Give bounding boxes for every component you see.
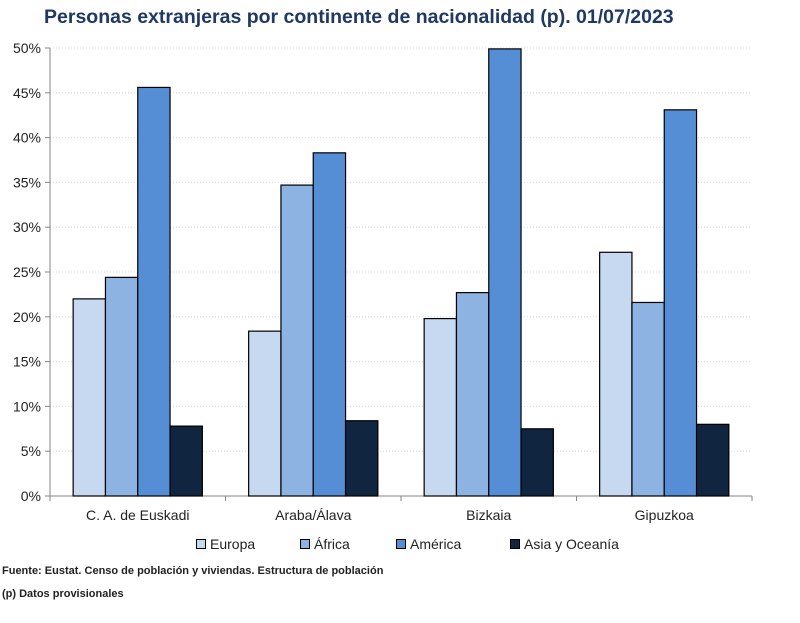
legend-swatch <box>300 539 310 549</box>
legend-item: Europa <box>196 536 255 552</box>
y-tick-label: 10% <box>13 398 41 414</box>
bar <box>599 251 633 497</box>
chart-title: Personas extranjeras por continente de n… <box>44 6 674 28</box>
y-tick-label: 15% <box>13 354 41 370</box>
bar <box>423 317 458 497</box>
provisional-note: (p) Datos provisionales <box>2 588 124 600</box>
y-tick-label: 20% <box>13 309 41 325</box>
y-tick-label: 0% <box>21 488 41 504</box>
bar <box>169 425 203 497</box>
legend-swatch <box>396 539 406 549</box>
x-tick-label: C. A. de Euskadi <box>86 507 190 523</box>
bar <box>248 330 282 497</box>
legend-label: África <box>314 536 350 552</box>
legend-label: América <box>410 536 462 552</box>
legend-swatch <box>510 539 520 549</box>
bar <box>137 86 171 497</box>
y-tick-label: 45% <box>13 85 41 101</box>
y-tick-label: 25% <box>13 264 41 280</box>
x-tick-label: Araba/Álava <box>275 507 351 523</box>
legend-swatch <box>196 539 206 549</box>
bar <box>344 420 379 497</box>
bar <box>695 423 730 497</box>
y-tick-label: 30% <box>13 219 41 235</box>
bar <box>280 184 314 497</box>
y-tick-label: 50% <box>13 40 41 56</box>
bar <box>488 48 522 497</box>
bar <box>520 428 554 497</box>
legend-label: Asia y Oceanía <box>524 536 619 552</box>
legend-item: África <box>300 536 350 552</box>
bar <box>104 276 139 497</box>
chart-legend: Europa África América Asia y Oceanía <box>0 536 800 554</box>
y-tick-label: 40% <box>13 130 41 146</box>
bar <box>72 298 107 497</box>
bar <box>312 152 347 497</box>
y-tick-label: 5% <box>21 443 41 459</box>
legend-label: Europa <box>210 536 256 552</box>
bar-chart: 0% 5% 10% 15% 20% 25% 30% 35% 40% 45% 50% C. A. de … <box>13 40 753 523</box>
bar <box>455 292 490 497</box>
x-tick-label: Gipuzkoa <box>635 507 694 523</box>
bar <box>663 109 698 497</box>
y-tick-label: 35% <box>13 174 41 190</box>
legend-item: América <box>396 536 461 552</box>
x-tick-label: Bizkaia <box>466 507 511 523</box>
source-note: Fuente: Eustat. Censo de población y viv… <box>2 565 384 577</box>
legend-item: Asia y Oceanía <box>510 536 619 552</box>
bar <box>631 301 665 497</box>
